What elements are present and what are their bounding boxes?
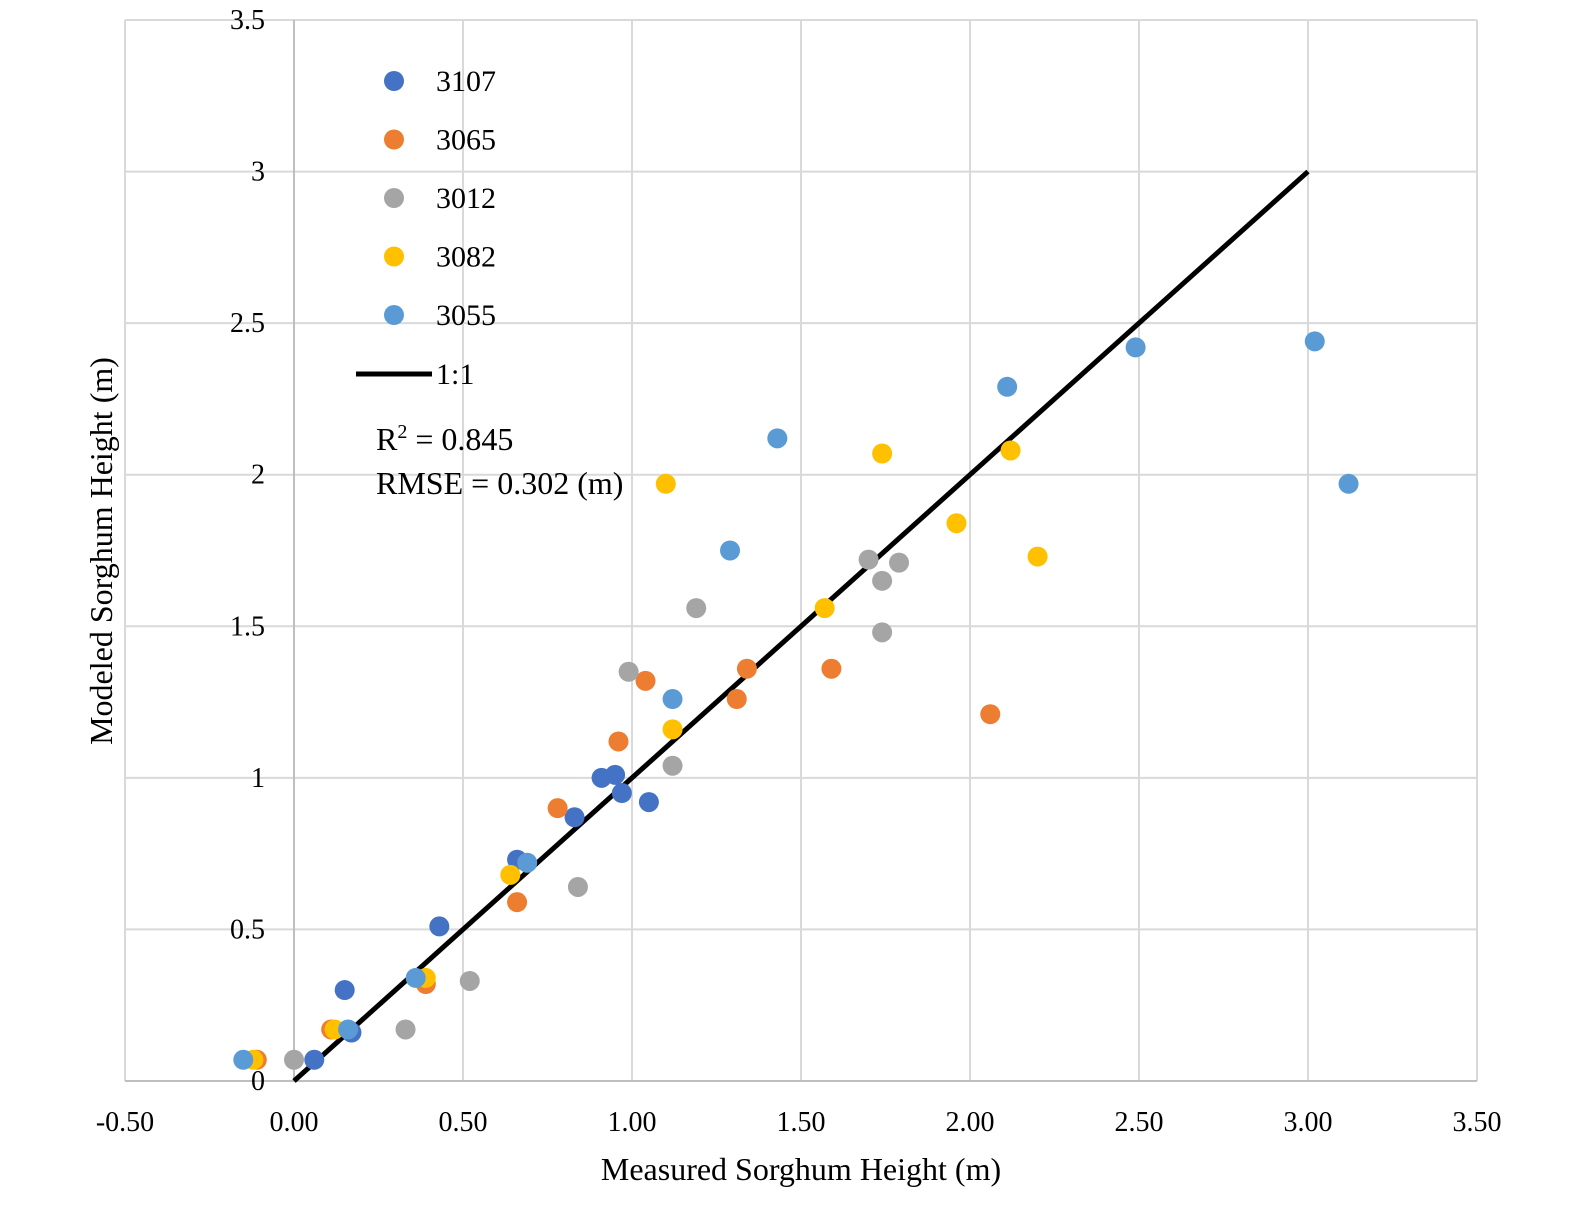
data-point-3065 [736,658,757,679]
y-tick-label: 0 [251,1066,265,1097]
data-point-3107 [564,807,585,828]
x-tick-label: 3.00 [1284,1107,1333,1138]
data-point-3065 [608,731,629,752]
data-point-3107 [334,980,355,1001]
data-point-3065 [547,798,568,819]
data-point-3107 [605,764,626,785]
data-point-3012 [889,552,910,573]
one-to-one-line [292,169,1310,1083]
legend-label: 3107 [436,65,496,98]
x-tick-label: 2.50 [1115,1107,1164,1138]
legend-marker-3082 [384,246,404,267]
x-tick-label: 1.50 [777,1107,826,1138]
x-tick-label: 2.00 [946,1107,995,1138]
data-point-3082 [1000,440,1021,461]
series-3055 [233,331,1359,1070]
y-tick-label: 2 [251,460,265,491]
legend-marker-3012 [384,188,404,208]
data-point-3107 [429,916,450,937]
data-point-3012 [872,622,893,643]
r2-superscript: 2 [397,421,407,443]
data-point-3012 [618,661,639,682]
x-tick-label: -0.50 [96,1107,154,1138]
legend-marker-3055 [384,305,404,325]
x-tick-labels: -0.50 0.00 0.50 1.00 1.50 2.00 2.50 3.00 3.50 [96,1107,1502,1138]
legend-label-1to1: 1:1 [436,358,474,391]
legend-marker-3107 [384,71,404,91]
data-point-3012 [872,570,893,591]
y-tick-label: 1.5 [230,611,265,642]
data-point-3082 [872,443,893,464]
x-tick-label: 1.00 [608,1107,657,1138]
data-point-3055 [1338,473,1359,494]
data-points [233,331,1359,1070]
data-point-3012 [284,1049,304,1070]
data-point-3082 [946,513,967,534]
data-point-3082 [1027,546,1048,567]
legend: 3107 3065 3012 3082 3055 1:1 [356,65,496,391]
data-point-3012 [662,755,683,776]
data-point-3012 [567,876,588,897]
data-point-3082 [655,473,676,494]
y-axis-label: Modeled Sorghum Height (m) [83,357,119,745]
data-point-3055 [1125,337,1146,358]
y-tick-label: 2.5 [230,308,265,339]
x-tick-label: 0.00 [270,1107,319,1138]
x-tick-label: 0.50 [439,1107,488,1138]
y-tick-label: 3 [251,157,265,188]
r2-value: = 0.845 [407,421,513,457]
data-point-3065 [507,892,528,913]
legend-label: 3012 [436,182,496,215]
y-tick-labels: 0 0.5 1 1.5 2 2.5 3 3.5 [230,5,265,1097]
data-point-3055 [338,1019,359,1040]
data-point-3055 [767,428,788,449]
data-point-3082 [814,598,835,619]
legend-label: 3055 [436,299,496,332]
data-point-3055 [405,967,426,988]
data-point-3012 [459,970,480,991]
data-point-3012 [686,598,707,619]
series-3065 [246,658,1001,1070]
r2-prefix: R [376,421,398,457]
y-tick-label: 1 [251,763,265,794]
data-point-3055 [662,689,683,710]
data-point-3055 [720,540,741,561]
rmse-annotation: RMSE = 0.302 (m) [376,465,623,501]
data-point-3055 [233,1049,254,1070]
series-3012 [284,549,910,1070]
data-point-3065 [635,670,656,691]
x-tick-label: 3.50 [1453,1107,1502,1138]
data-point-3065 [726,689,747,710]
legend-label: 3082 [436,241,496,274]
y-tick-label: 3.5 [230,5,265,36]
data-point-3107 [611,783,632,804]
data-point-3065 [821,658,842,679]
series-3082 [243,440,1048,1070]
data-point-3082 [500,864,521,885]
data-point-3055 [1304,331,1325,352]
r2-annotation: R2 = 0.845 [376,421,513,457]
data-point-3055 [997,376,1018,397]
data-point-3107 [638,792,659,813]
data-point-3055 [517,852,538,873]
data-point-3107 [304,1049,325,1070]
x-axis-label: Measured Sorghum Height (m) [601,1151,1001,1187]
data-point-3012 [395,1019,416,1040]
data-point-3065 [980,704,1001,725]
data-point-3082 [662,719,683,740]
data-point-3012 [858,549,879,570]
legend-marker-3065 [384,129,404,150]
y-tick-label: 0.5 [230,914,265,945]
gridlines [124,19,1478,1082]
legend-label: 3065 [436,124,496,157]
